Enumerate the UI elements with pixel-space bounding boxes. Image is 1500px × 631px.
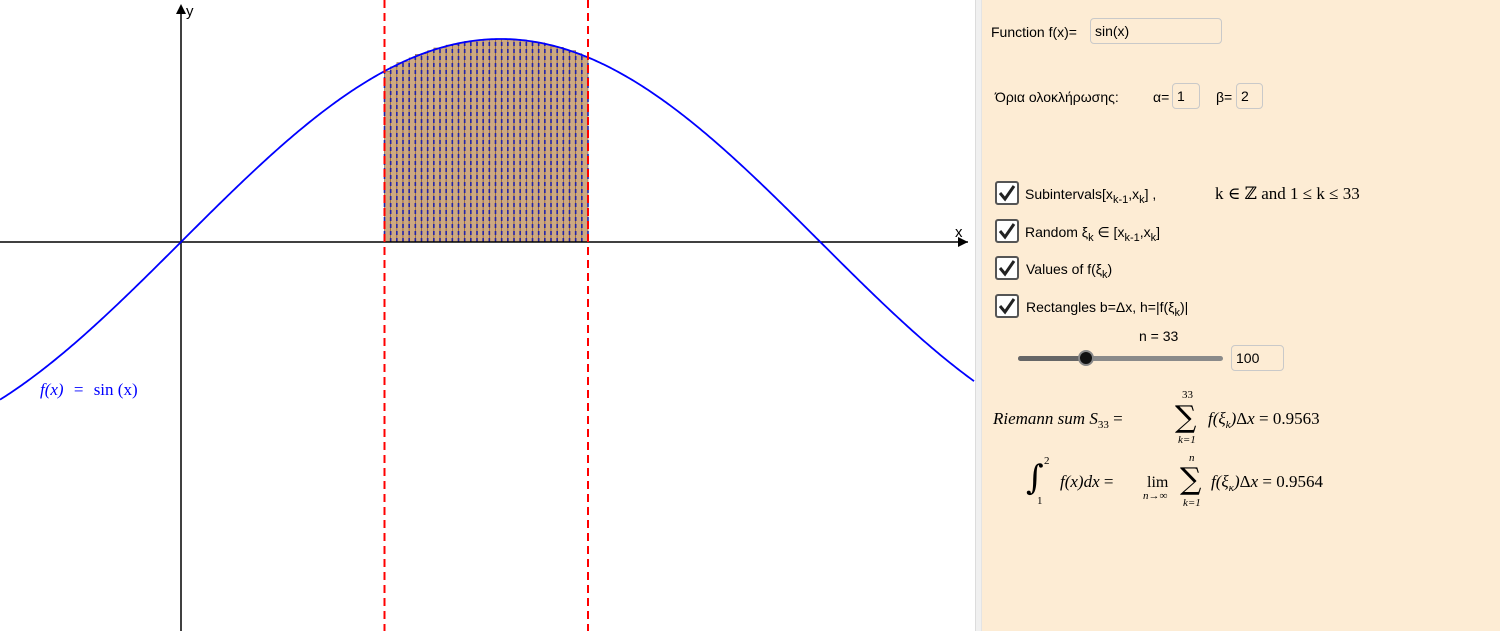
n-slider-fill — [1018, 356, 1086, 361]
checkmark-icon — [998, 298, 1016, 315]
beta-input[interactable]: 2 — [1236, 83, 1263, 109]
graphics-view[interactable]: f(x) = sin (x) x y — [0, 0, 975, 631]
riemann-rectangle — [464, 41, 472, 243]
riemann-rectangle — [396, 62, 404, 243]
checkmark-icon — [998, 223, 1016, 240]
values-label: Values of f(ξk) — [1026, 261, 1113, 281]
sum-upper-n: n — [1189, 452, 1195, 464]
riemann-rectangle — [526, 40, 533, 243]
riemann-rectangle — [476, 39, 484, 243]
integral-integrand: f(x)dx = — [1060, 472, 1114, 491]
function-input-label: Function f(x)= — [991, 24, 1077, 40]
riemann-rectangle — [452, 44, 459, 243]
riemann-sum-expression: f(ξk)Δx = 0.9563 — [1208, 409, 1320, 431]
riemann-rectangle — [495, 38, 502, 243]
integral-expression: f(ξκ)Δx = 0.9564 — [1211, 472, 1323, 494]
riemann-rectangle — [563, 49, 570, 243]
subintervals-condition: k ∈ ℤ and 1 ≤ k ≤ 33 — [1215, 184, 1360, 203]
values-checkbox[interactable] — [995, 256, 1019, 280]
riemann-rectangle — [507, 38, 515, 243]
riemann-rectangle — [556, 47, 564, 243]
sigma-icon: ∑ — [1175, 400, 1197, 435]
checkmark-icon — [998, 260, 1016, 277]
y-axis-label: y — [186, 3, 194, 20]
riemann-rectangle — [421, 53, 428, 243]
integral-upper: 2 — [1044, 455, 1050, 467]
function-input[interactable]: sin(x) — [1090, 18, 1222, 44]
sum-lower: k=1 — [1178, 434, 1196, 446]
riemann-rectangle — [445, 44, 453, 243]
alpha-label: α= — [1153, 89, 1170, 105]
random-xi-label: Random ξk ∈ [xk-1,xk] — [1025, 224, 1161, 244]
riemann-rectangle — [513, 39, 521, 243]
alpha-input[interactable]: 1 — [1172, 83, 1200, 109]
riemann-rectangle — [569, 50, 576, 243]
sigma-icon: ∑ — [1180, 462, 1202, 497]
function-plot[interactable] — [0, 0, 975, 631]
n-slider-track[interactable] — [1018, 356, 1223, 361]
beta-label: β= — [1216, 89, 1233, 105]
checkmark-icon — [998, 185, 1016, 202]
bounds-label: Όρια ολοκλήρωσης: — [995, 89, 1119, 105]
integral-lower: 1 — [1037, 495, 1043, 507]
y-axis-arrow-icon — [176, 4, 186, 14]
lim-sub: n→∞ — [1143, 490, 1168, 502]
riemann-rectangle — [550, 46, 558, 243]
riemann-rectangle — [482, 39, 490, 243]
rectangles-checkbox[interactable] — [995, 294, 1019, 318]
riemann-rectangle — [433, 47, 441, 243]
function-label: f(x) = sin (x) — [40, 380, 138, 399]
subintervals-checkbox[interactable] — [995, 181, 1019, 205]
riemann-rectangle — [544, 44, 552, 243]
slider-max-input[interactable]: 100 — [1231, 345, 1284, 371]
riemann-rectangle — [489, 38, 496, 243]
riemann-rectangle — [575, 53, 583, 243]
riemann-rectangle — [458, 42, 465, 243]
riemann-rectangle — [402, 61, 410, 243]
rectangles-label: Rectangles b=Δx, h=|f(ξk)| — [1026, 299, 1189, 319]
riemann-rectangle — [532, 42, 539, 243]
n-slider-handle[interactable] — [1078, 350, 1094, 366]
subintervals-label: Subintervals[xk-1,xk] , — [1025, 186, 1157, 206]
riemann-rectangle — [470, 40, 478, 243]
lim-label: lim — [1147, 474, 1169, 491]
view-splitter[interactable] — [975, 0, 982, 631]
riemann-rectangle — [408, 57, 416, 243]
function-curve — [0, 38, 975, 401]
integral-value: 0.9564 — [1276, 472, 1323, 491]
riemann-sum-label: Riemann sum S33 = — [993, 409, 1123, 431]
riemann-rectangle — [390, 66, 398, 243]
riemann-rectangle — [439, 47, 447, 243]
sum-lower-2: k=1 — [1183, 497, 1201, 509]
random-xi-checkbox[interactable] — [995, 219, 1019, 243]
x-axis-label: x — [955, 224, 963, 241]
slider-label: n = 33 — [1139, 328, 1179, 344]
riemann-rectangle — [501, 38, 509, 243]
riemann-rectangle — [519, 39, 527, 243]
riemann-sum-value: 0.9563 — [1272, 409, 1320, 428]
integral-icon: ∫ — [1026, 458, 1044, 498]
x-axis-arrow-icon — [958, 237, 968, 247]
sum-upper: 33 — [1182, 389, 1193, 401]
riemann-rectangle — [427, 50, 435, 243]
riemann-rectangle — [415, 54, 422, 243]
riemann-rectangle — [538, 42, 546, 243]
